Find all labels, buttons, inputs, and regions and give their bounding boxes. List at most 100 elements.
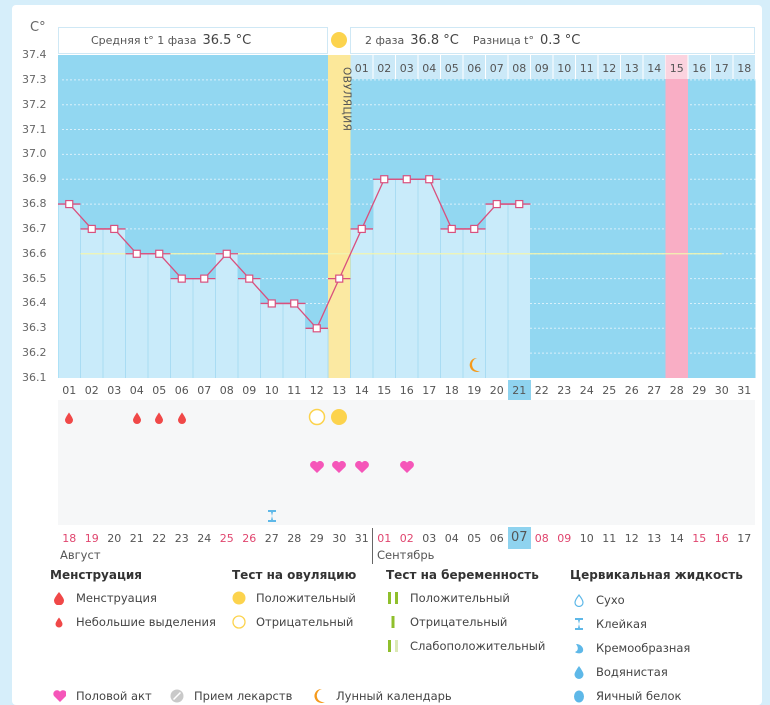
calendar-date[interactable]: 05	[467, 532, 482, 545]
calendar-date[interactable]: 10	[579, 532, 594, 545]
cycle-day-label[interactable]: 18	[444, 384, 459, 397]
calendar-date[interactable]: 04	[444, 532, 459, 545]
calendar-date[interactable]: 28	[287, 532, 302, 545]
phase2-label: 2 фаза	[365, 34, 405, 47]
temperature-point	[200, 274, 209, 283]
calendar-date[interactable]: 08	[534, 532, 549, 545]
calendar-date[interactable]: 31	[354, 532, 369, 545]
cycle-day-label[interactable]: 15	[377, 384, 392, 397]
cycle-day-label[interactable]: 10	[264, 384, 279, 397]
cycle-day-label[interactable]: 20	[489, 384, 504, 397]
cycle-day-label[interactable]: 06	[174, 384, 189, 397]
calendar-date[interactable]: 14	[669, 532, 684, 545]
temperature-bar	[148, 253, 170, 378]
calendar-date[interactable]: 02	[399, 532, 414, 545]
creamy-drop-icon	[572, 641, 586, 655]
temperature-point	[425, 175, 434, 184]
cycle-day-label[interactable]: 09	[242, 384, 257, 397]
cycle-day-label[interactable]: 24	[579, 384, 594, 397]
temperature-point	[65, 199, 74, 209]
cycle-day-label[interactable]: 14	[354, 384, 369, 397]
calendar-date[interactable]: 11	[602, 532, 617, 545]
cycle-day-label[interactable]: 29	[692, 384, 707, 397]
temperature-point	[312, 324, 321, 333]
intercourse-heart-icon[interactable]	[306, 459, 329, 478]
calendar-date[interactable]: 01	[377, 532, 392, 545]
post-ovulation-day-label: 18	[737, 62, 751, 75]
calendar-date[interactable]: 26	[242, 532, 257, 545]
cycle-day-label[interactable]: 01	[62, 384, 77, 397]
cycle-day-label[interactable]: 30	[714, 384, 729, 397]
cycle-day-label[interactable]: 11	[287, 384, 302, 397]
calendar-date[interactable]: 27	[264, 532, 279, 545]
post-ovulation-day-label: 12	[602, 62, 616, 75]
eggwhite-icon	[572, 689, 586, 703]
cycle-day-label[interactable]: 17	[422, 384, 437, 397]
calendar-date[interactable]: 06	[489, 532, 504, 545]
menstruation-drop-icon[interactable]	[58, 410, 81, 429]
cycle-day-label[interactable]: 07	[197, 384, 212, 397]
cycle-day-label[interactable]: 04	[129, 384, 144, 397]
cycle-day-label[interactable]: 08	[219, 384, 234, 397]
intercourse-heart-icon[interactable]	[396, 459, 419, 478]
cycle-day-label[interactable]: 13	[332, 384, 347, 397]
y-tick-label: 37.3	[22, 72, 47, 86]
temperature-point	[87, 224, 96, 234]
cycle-day-label[interactable]: 05	[152, 384, 167, 397]
calendar-date[interactable]: 09	[557, 532, 572, 545]
temperature-bar	[126, 253, 148, 378]
temperature-point	[177, 274, 186, 283]
temperature-bar	[81, 228, 103, 378]
calendar-date-today[interactable]: 07	[508, 527, 531, 549]
post-ovulation-day-label: 07	[490, 62, 504, 75]
calendar-date[interactable]: 17	[737, 532, 752, 545]
legend-cervical-watery: Водянистая	[572, 665, 668, 679]
calendar-date[interactable]: 19	[84, 532, 99, 545]
calendar-date[interactable]: 30	[332, 532, 347, 545]
calendar-date[interactable]: 22	[152, 532, 167, 545]
menstruation-drop-icon[interactable]	[126, 410, 149, 429]
intercourse-heart-icon[interactable]	[351, 459, 374, 478]
calendar-date[interactable]: 18	[62, 532, 77, 545]
legend-cervical-creamy: Кремообразная	[572, 641, 690, 655]
month-september: Сентябрь	[377, 548, 435, 562]
cycle-day-label[interactable]: 03	[107, 384, 122, 397]
cycle-day-label[interactable]: 12	[309, 384, 324, 397]
calendar-date[interactable]: 16	[714, 532, 729, 545]
cervical-sticky-icon[interactable]	[261, 508, 284, 527]
legend-moon-calendar: Лунный календарь	[312, 688, 452, 703]
current-cycle-day[interactable]: 21	[508, 380, 531, 402]
phase1-label: Средняя t° 1 фаза	[91, 34, 197, 47]
cycle-day-label[interactable]: 02	[84, 384, 99, 397]
calendar-date[interactable]: 24	[197, 532, 212, 545]
cycle-day-label[interactable]: 26	[624, 384, 639, 397]
temperature-bar	[171, 278, 193, 378]
calendar-date[interactable]: 25	[219, 532, 234, 545]
cycle-day-label[interactable]: 31	[737, 384, 752, 397]
cycle-day-label[interactable]: 28	[669, 384, 684, 397]
empty-circle-icon	[232, 615, 246, 629]
calendar-date[interactable]: 20	[107, 532, 122, 545]
calendar-date[interactable]: 29	[309, 532, 324, 545]
diff-value: 0.3 °C	[540, 33, 581, 48]
ovulation-test-negative-icon[interactable]	[306, 408, 329, 430]
ovulation-test-positive-icon[interactable]	[328, 408, 351, 430]
cycle-day-label[interactable]: 27	[647, 384, 662, 397]
temperature-point	[245, 274, 254, 283]
intercourse-heart-icon[interactable]	[328, 459, 351, 478]
ovulation-label: ОВУЛЯЦИЯ	[340, 67, 352, 131]
cycle-day-label[interactable]: 25	[602, 384, 617, 397]
calendar-date[interactable]: 03	[422, 532, 437, 545]
calendar-date[interactable]: 12	[624, 532, 639, 545]
calendar-date[interactable]: 21	[129, 532, 144, 545]
calendar-date[interactable]: 13	[647, 532, 662, 545]
cycle-day-label[interactable]: 22	[534, 384, 549, 397]
menstruation-drop-icon[interactable]	[148, 410, 171, 429]
menstruation-drop-icon[interactable]	[171, 410, 194, 429]
cycle-day-label[interactable]: 19	[467, 384, 482, 397]
calendar-date[interactable]: 15	[692, 532, 707, 545]
cycle-day-label[interactable]: 23	[557, 384, 572, 397]
legend-ovulation-positive: Положительный	[232, 591, 356, 605]
cycle-day-label[interactable]: 16	[399, 384, 414, 397]
calendar-date[interactable]: 23	[174, 532, 189, 545]
